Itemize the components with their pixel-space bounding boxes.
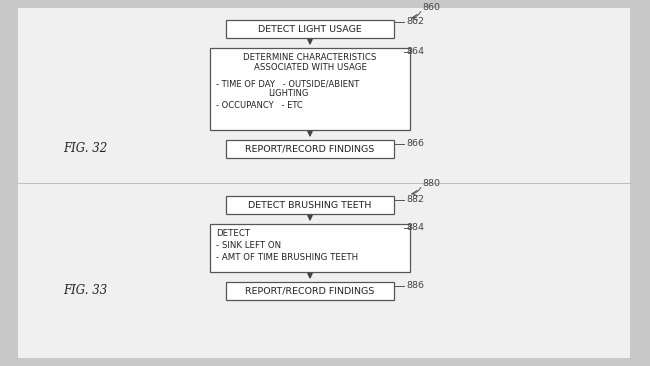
Text: - TIME OF DAY   - OUTSIDE/ABIENT: - TIME OF DAY - OUTSIDE/ABIENT <box>216 79 359 89</box>
Text: 862: 862 <box>406 18 424 26</box>
Text: FIG. 32: FIG. 32 <box>63 142 107 156</box>
Text: REPORT/RECORD FINDINGS: REPORT/RECORD FINDINGS <box>246 145 374 153</box>
Text: REPORT/RECORD FINDINGS: REPORT/RECORD FINDINGS <box>246 287 374 295</box>
Bar <box>226 196 394 214</box>
Text: 886: 886 <box>406 281 424 291</box>
Text: 882: 882 <box>406 195 424 205</box>
Bar <box>210 48 410 130</box>
Text: DETECT LIGHT USAGE: DETECT LIGHT USAGE <box>258 25 362 34</box>
Text: DETERMINE CHARACTERISTICS: DETERMINE CHARACTERISTICS <box>243 53 377 63</box>
Text: - SINK LEFT ON: - SINK LEFT ON <box>216 242 281 250</box>
Bar <box>226 282 394 300</box>
Text: 880: 880 <box>422 179 440 188</box>
Text: FIG. 33: FIG. 33 <box>63 284 107 298</box>
Bar <box>226 20 394 38</box>
Text: 864: 864 <box>406 48 424 56</box>
Text: 866: 866 <box>406 139 424 149</box>
Text: ASSOCIATED WITH USAGE: ASSOCIATED WITH USAGE <box>254 63 367 72</box>
Text: DETECT BRUSHING TEETH: DETECT BRUSHING TEETH <box>248 201 372 209</box>
Bar <box>226 140 394 158</box>
Text: LIGHTING: LIGHTING <box>268 90 308 98</box>
Text: - AMT OF TIME BRUSHING TEETH: - AMT OF TIME BRUSHING TEETH <box>216 254 358 262</box>
Bar <box>210 224 410 272</box>
Text: 884: 884 <box>406 224 424 232</box>
Text: 860: 860 <box>422 4 440 12</box>
Text: DETECT: DETECT <box>216 229 250 239</box>
Text: - OCCUPANCY   - ETC: - OCCUPANCY - ETC <box>216 101 303 111</box>
